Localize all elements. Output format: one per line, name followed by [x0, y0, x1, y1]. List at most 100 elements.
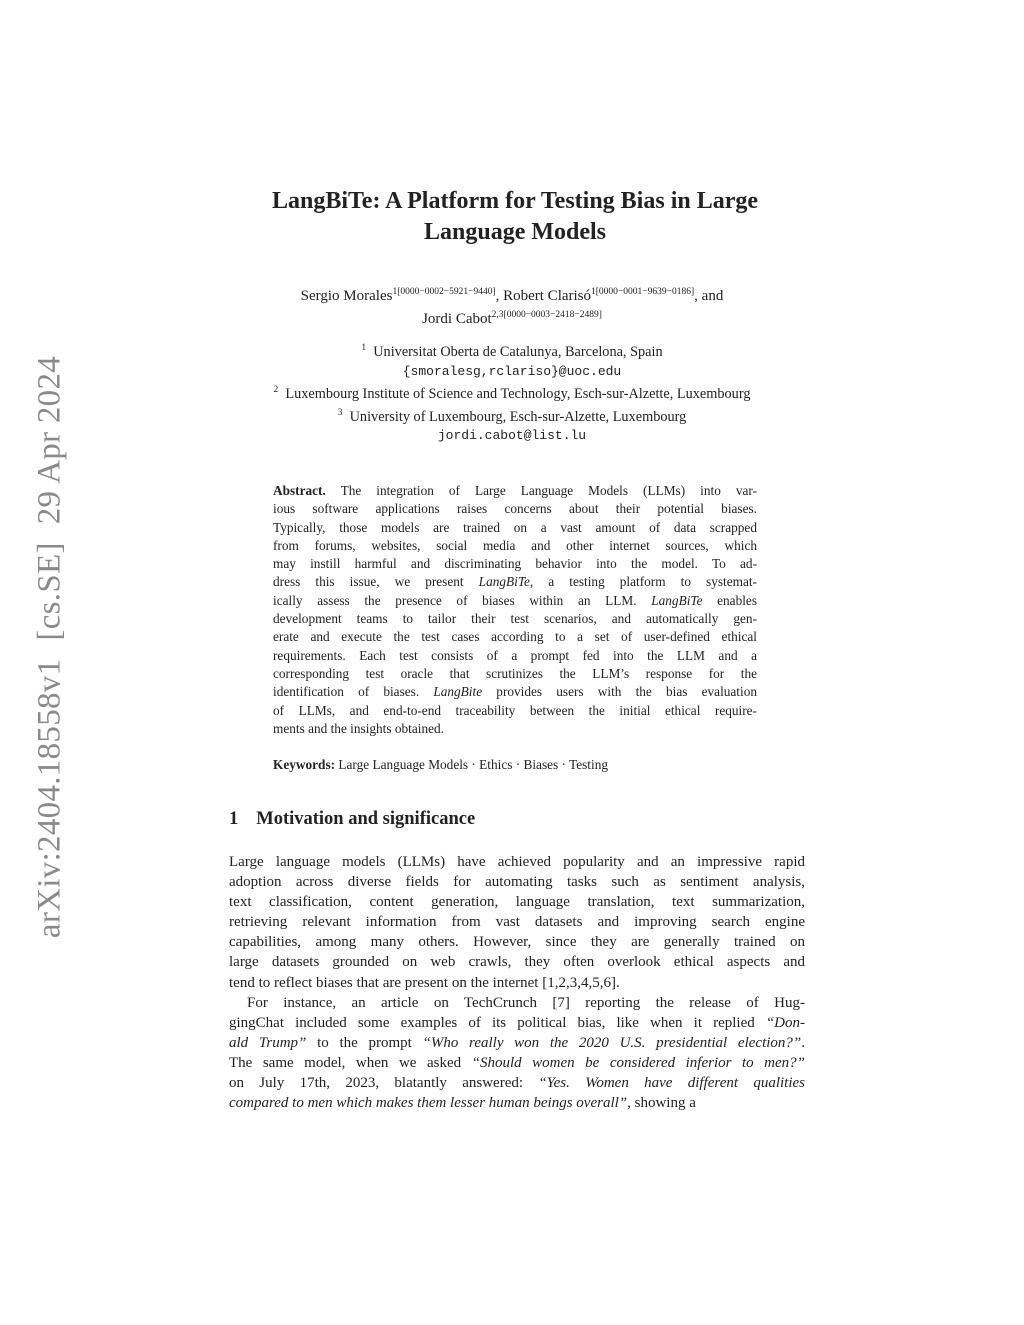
body-text: Large language models (LLMs) have achiev… — [229, 852, 805, 1113]
abstract-label: Abstract. — [273, 483, 326, 498]
text-segment: gingChat included some examples of its p… — [229, 1014, 766, 1031]
text-line: requirements. Each test consists of a pr… — [273, 647, 757, 665]
section-number: 1 — [229, 809, 239, 829]
text-line: capabilities, among many others. However… — [229, 932, 805, 952]
text-line: ald Trump” to the prompt “Who really won… — [229, 1033, 805, 1053]
text-segment: ments and the insights obtained. — [273, 720, 444, 736]
text-segment: . — [801, 1034, 805, 1051]
affiliation-text: Universitat Oberta de Catalunya, Barcelo… — [373, 344, 663, 360]
arxiv-id: arXiv:2404.18558v1 — [31, 658, 68, 939]
text-line: Typically, those models are trained on a… — [273, 519, 757, 537]
email: jordi.cabot@list.lu — [437, 428, 587, 444]
text-segment: , a testing platform to systemat- — [529, 574, 757, 590]
text-segment: Typically, those models are trained on a… — [273, 519, 757, 535]
author-separator: , and — [694, 288, 724, 304]
affiliation-line: 1 Universitat Oberta de Catalunya, Barce… — [0, 339, 1024, 362]
italic-segment: “Should women be considered inferior to … — [471, 1054, 805, 1071]
text-line: For instance, an article on TechCrunch [… — [229, 993, 805, 1013]
text-line: of LLMs, and end-to-end traceability bet… — [273, 702, 757, 720]
affiliation-number: 3 — [337, 407, 343, 418]
text-segment: text classification, content generation,… — [229, 894, 805, 911]
author-orcid: 1[0000−0002−5921−9440] — [392, 287, 496, 297]
author-name: Robert Clarisó — [503, 288, 592, 304]
text-line: retrieving relevant information from vas… — [229, 912, 805, 932]
italic-segment: LangBite — [433, 684, 483, 700]
text-segment: large datasets grounded on web crawls, t… — [229, 954, 805, 971]
text-line: The same model, when we asked “Should wo… — [229, 1053, 805, 1073]
text-segment: on July 17th, 2023, blatantly answered: — [229, 1075, 539, 1092]
text-line: from forums, websites, social media and … — [273, 537, 757, 555]
text-segment: tend to reflect biases that are present … — [229, 974, 620, 991]
author-orcid: 1[0000−0001−9639−0186] — [591, 287, 695, 297]
affiliation-line: {smoralesg,rclariso}@uoc.edu — [0, 362, 1024, 382]
text-segment: adoption across diverse fields for autom… — [229, 874, 805, 891]
text-segment: The same model, when we asked — [229, 1054, 472, 1071]
author-name: Sergio Morales — [300, 288, 393, 304]
text-segment: erate and execute the test cases accordi… — [273, 629, 757, 645]
text-line: adoption across diverse fields for autom… — [229, 872, 805, 892]
italic-segment: “Yes. Women have different qualities — [538, 1075, 805, 1092]
abstract: Abstract. The integration of Large Langu… — [273, 482, 757, 738]
title-line-1: LangBiTe: A Platform for Testing Bias in… — [271, 188, 759, 214]
text-line: may instill harmful and discriminating b… — [273, 555, 757, 573]
text-segment: development teams to tailor their test s… — [273, 611, 757, 627]
text-line: ments and the insights obtained. — [273, 720, 757, 738]
text-segment: provides users with the bias evaluation — [482, 684, 757, 700]
text-line: ically assess the presence of biases wit… — [273, 592, 757, 610]
text-segment: of LLMs, and end-to-end traceability bet… — [273, 702, 757, 718]
text-line: development teams to tailor their test s… — [273, 610, 757, 628]
italic-segment: compared to men which makes them lesser … — [229, 1095, 628, 1112]
section-heading: 1 Motivation and significance — [229, 809, 475, 830]
author-list: Sergio Morales1[0000−0002−5921−9440], Ro… — [0, 283, 1024, 329]
text-line: erate and execute the test cases accordi… — [273, 628, 757, 646]
paragraph: For instance, an article on TechCrunch [… — [229, 993, 805, 1114]
italic-segment: ald Trump” — [229, 1034, 307, 1051]
text-segment: For instance, an article on TechCrunch [… — [247, 994, 805, 1011]
keywords-label: Keywords: — [273, 757, 336, 772]
author-orcid: 2,3[0000−0003−2418−2489] — [491, 310, 602, 320]
text-line: compared to men which makes them lesser … — [229, 1093, 805, 1113]
text-line: dress this issue, we present LangBiTe, a… — [273, 573, 757, 591]
text-segment: to the prompt — [306, 1034, 423, 1051]
text-segment: retrieving relevant information from vas… — [229, 914, 805, 931]
text-line: tend to reflect biases that are present … — [229, 973, 805, 993]
text-line: ious software applications raises concer… — [273, 500, 757, 518]
affiliation-number: 2 — [273, 385, 279, 396]
text-line: text classification, content generation,… — [229, 892, 805, 912]
author-name: Jordi Cabot — [422, 311, 492, 327]
italic-segment: “Don- — [765, 1014, 805, 1031]
text-segment: enables — [702, 592, 758, 608]
text-segment: from forums, websites, social media and … — [273, 537, 757, 553]
text-segment: , showing a — [627, 1095, 696, 1112]
text-segment: identification of biases. — [273, 684, 434, 700]
text-segment: requirements. Each test consists of a pr… — [273, 647, 757, 663]
italic-segment: LangBiTe — [651, 592, 703, 608]
keywords: Keywords: Large Language Models · Ethics… — [273, 757, 757, 773]
text-line: Abstract. The integration of Large Langu… — [273, 482, 757, 500]
text-segment: Large language models (LLMs) have achiev… — [229, 854, 805, 870]
affiliation-line: 3 University of Luxembourg, Esch-sur-Alz… — [0, 404, 1024, 427]
text-line: on July 17th, 2023, blatantly answered: … — [229, 1073, 805, 1093]
author-separator: , — [495, 288, 504, 304]
text-segment: dress this issue, we present — [273, 574, 479, 590]
paragraph: Large language models (LLMs) have achiev… — [229, 852, 805, 993]
text-segment: ically assess the presence of biases wit… — [273, 592, 652, 608]
keywords-text: Large Language Models · Ethics · Biases … — [338, 757, 608, 772]
text-line: corresponding test oracle that scrutiniz… — [273, 665, 757, 683]
text-segment: may instill harmful and discriminating b… — [273, 556, 757, 572]
affiliation-text: Luxembourg Institute of Science and Tech… — [285, 386, 751, 403]
text-segment: capabilities, among many others. However… — [229, 934, 805, 951]
affiliation-line: jordi.cabot@list.lu — [0, 426, 1024, 446]
section-title: Motivation and significance — [256, 809, 476, 829]
text-line: large datasets grounded on web crawls, t… — [229, 952, 805, 972]
italic-segment: LangBiTe — [478, 574, 530, 590]
paper-title: LangBiTe: A Platform for Testing Bias in… — [0, 186, 1024, 248]
title-line-2: Language Models — [423, 219, 606, 245]
text-segment: corresponding test oracle that scrutiniz… — [273, 665, 757, 681]
affiliation-line: 2 Luxembourg Institute of Science and Te… — [0, 381, 1024, 404]
affiliation-text: University of Luxembourg, Esch-sur-Alzet… — [349, 408, 687, 425]
text-line: Large language models (LLMs) have achiev… — [229, 852, 805, 872]
text-segment: ious software applications raises concer… — [273, 501, 757, 517]
affiliation-number: 1 — [361, 343, 367, 353]
email: {smoralesg,rclariso}@uoc.edu — [402, 363, 622, 379]
